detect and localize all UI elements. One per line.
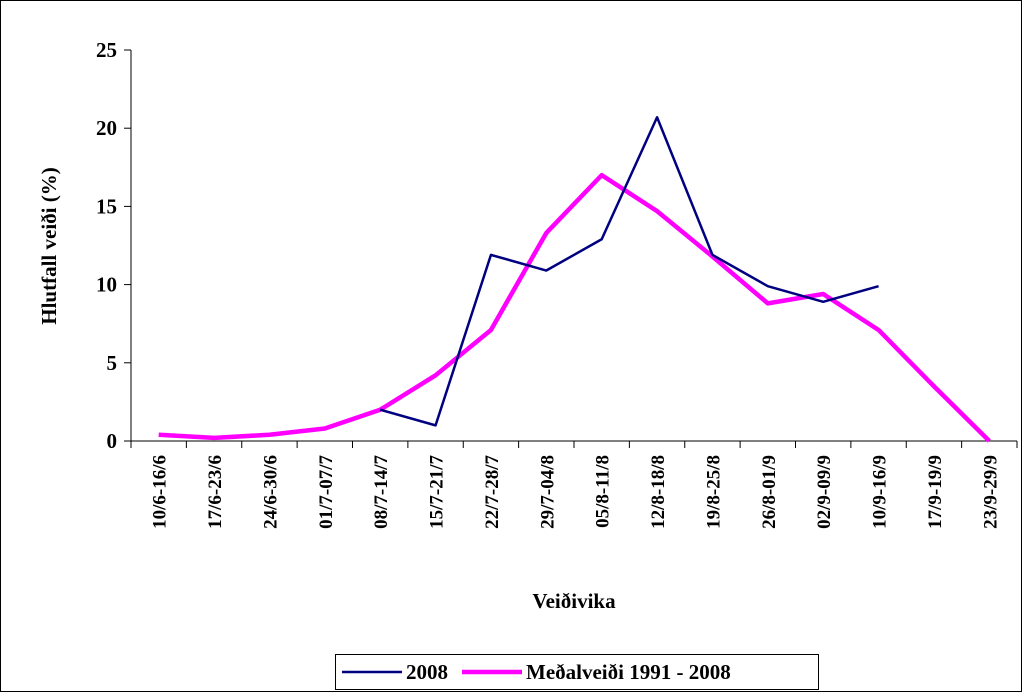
x-tick-label: 19/8-25/8 — [703, 455, 724, 529]
x-tick-label: 12/8-18/8 — [648, 455, 669, 529]
y-tick-label: 20 — [96, 116, 117, 140]
x-tick-label: 22/7-28/7 — [482, 455, 503, 529]
y-tick-label: 25 — [96, 38, 117, 62]
y-axis-title: Hlutfall veiði (%) — [37, 167, 61, 324]
legend-label: Meðalveiði 1991 - 2008 — [526, 660, 731, 684]
series-line — [158, 172, 991, 443]
x-tick-label: 05/8-11/8 — [593, 455, 614, 528]
y-tick-label: 10 — [96, 273, 117, 297]
x-tick-label: 23/9-29/9 — [980, 455, 1001, 529]
x-tick-label: 26/8-01/9 — [759, 455, 780, 529]
x-tick-label: 10/6-16/6 — [150, 455, 171, 529]
legend — [335, 654, 819, 690]
y-tick-label: 0 — [107, 429, 118, 453]
y-tick-label: 5 — [107, 351, 118, 375]
x-axis-title: Veiðivika — [532, 589, 616, 613]
x-tick-label: 17/9-19/9 — [925, 455, 946, 529]
x-tick-label: 08/7-14/7 — [371, 455, 392, 529]
legend-label: 2008 — [406, 660, 448, 684]
x-tick-label: 15/7-21/7 — [427, 455, 448, 529]
x-tick-label: 01/7-07/7 — [316, 455, 337, 529]
x-tick-label: 10/9-16/9 — [870, 455, 891, 529]
x-tick-label: 02/9-09/9 — [814, 455, 835, 529]
series-line — [379, 116, 879, 427]
x-tick-label: 24/6-30/6 — [260, 455, 281, 529]
x-tick-label: 29/7-04/8 — [537, 455, 558, 529]
x-tick-label: 17/6-23/6 — [205, 455, 226, 529]
y-tick-label: 15 — [96, 194, 117, 218]
